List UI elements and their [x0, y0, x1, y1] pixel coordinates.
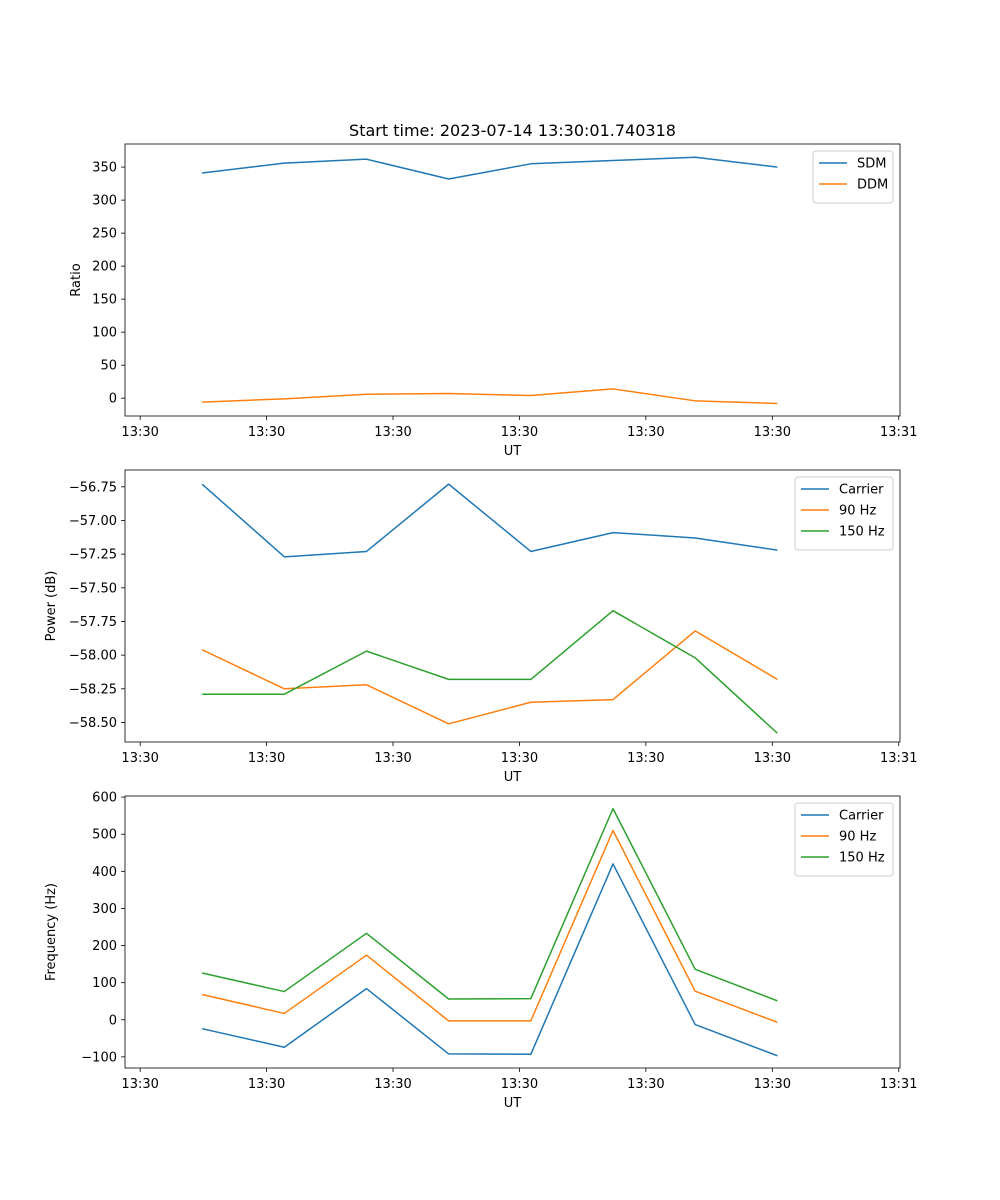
x-tick-label: 13:30: [248, 425, 285, 440]
legend-label: 150 Hz: [839, 525, 885, 540]
series-line-150-hz: [202, 609, 778, 734]
x-tick-label: 13:30: [501, 1077, 538, 1092]
legend-label: 90 Hz: [839, 504, 876, 519]
panels: 13:30 13:30 13:30 13:30 13:30 13:30 13:31 0 50 10…: [44, 143, 917, 1111]
y-tick-label: 300: [92, 194, 117, 209]
legend: Carrier 90 Hz 150 Hz: [794, 476, 894, 551]
y-tick-label: 100: [92, 326, 117, 341]
y-tick-label: 300: [92, 902, 117, 917]
series-line-carrier: [201, 483, 778, 558]
y-tick-label: 50: [100, 359, 117, 374]
x-tick-label: 13:30: [121, 751, 158, 766]
panel-1: 13:30 13:30 13:30 13:30 13:30 13:30 13:31 0 50 10…: [69, 143, 917, 459]
legend-label: DDM: [857, 178, 888, 193]
x-tick-label: 13:30: [501, 751, 538, 766]
y-tick-label: −57.50: [69, 581, 117, 596]
y-tick-label: −100: [81, 1050, 117, 1065]
y-tick-label: −57.25: [69, 548, 117, 563]
y-tick-label: −58.25: [69, 682, 117, 697]
x-tick-label: 13:30: [627, 751, 664, 766]
x-axis-label: UT: [504, 1096, 522, 1111]
x-axis-label: UT: [504, 444, 522, 459]
axes-frame: [124, 143, 901, 417]
x-tick-label: 13:30: [121, 425, 158, 440]
y-tick-label: −57.00: [69, 514, 117, 529]
panel-3: 13:30 13:30 13:30 13:30 13:30 13:30 13:31 −100 0…: [44, 791, 917, 1111]
panel-2: 13:30 13:30 13:30 13:30 13:30 13:30 13:31 −58.5…: [44, 469, 917, 785]
axes-frame: [124, 795, 901, 1069]
x-tick-label: 13:30: [754, 425, 791, 440]
x-tick-label: 13:30: [374, 751, 411, 766]
y-tick-label: 350: [92, 161, 117, 176]
legend-box: [812, 150, 894, 204]
x-tick-label: 13:30: [627, 425, 664, 440]
x-axis-label: UT: [504, 770, 522, 785]
y-tick-label: −56.75: [69, 480, 117, 495]
chart-title: Start time: 2023-07-14 13:30:01.740318: [349, 121, 676, 140]
y-tick-label: 150: [92, 293, 117, 308]
y-axis-label: Ratio: [69, 263, 84, 296]
y-axis-label: Power (dB): [44, 571, 59, 642]
y-tick-label: 200: [92, 260, 117, 275]
y-tick-label: 0: [109, 1013, 117, 1028]
x-tick-label: 13:31: [880, 751, 917, 766]
series-line-150-hz: [201, 807, 778, 1002]
legend-label: SDM: [857, 157, 886, 172]
x-tick-label: 13:30: [501, 425, 538, 440]
x-tick-label: 13:30: [754, 751, 791, 766]
y-tick-label: 600: [92, 791, 117, 806]
y-tick-label: 200: [92, 939, 117, 954]
y-tick-label: 400: [92, 865, 117, 880]
series-line-90-hz: [201, 630, 778, 725]
y-tick-label: −57.75: [69, 615, 117, 630]
series-line-ddm: [202, 388, 778, 405]
x-tick-label: 13:30: [248, 1077, 285, 1092]
x-tick-label: 13:30: [374, 1077, 411, 1092]
x-tick-label: 13:31: [880, 1077, 917, 1092]
x-tick-label: 13:30: [248, 751, 285, 766]
legend-label: Carrier: [839, 809, 884, 824]
x-tick-label: 13:30: [374, 425, 411, 440]
series-line-carrier: [201, 863, 778, 1057]
y-tick-label: −58.00: [69, 649, 117, 664]
legend: Carrier 90 Hz 150 Hz: [794, 802, 894, 877]
x-tick-label: 13:30: [627, 1077, 664, 1092]
y-tick-label: −58.50: [69, 716, 117, 731]
y-tick-label: 250: [92, 227, 117, 242]
y-tick-label: 0: [109, 392, 117, 407]
y-tick-label: 100: [92, 976, 117, 991]
x-tick-label: 13:31: [880, 425, 917, 440]
y-tick-label: 500: [92, 828, 117, 843]
y-axis-label: Frequency (Hz): [44, 883, 59, 981]
x-tick-label: 13:30: [754, 1077, 791, 1092]
series-line-sdm: [202, 156, 778, 180]
axes-frame: [124, 469, 901, 743]
x-tick-label: 13:30: [121, 1077, 158, 1092]
legend-label: 150 Hz: [839, 851, 885, 866]
legend: SDM DDM: [812, 150, 894, 204]
legend-label: Carrier: [839, 483, 884, 498]
legend-label: 90 Hz: [839, 830, 876, 845]
series-line-90-hz: [201, 829, 778, 1024]
